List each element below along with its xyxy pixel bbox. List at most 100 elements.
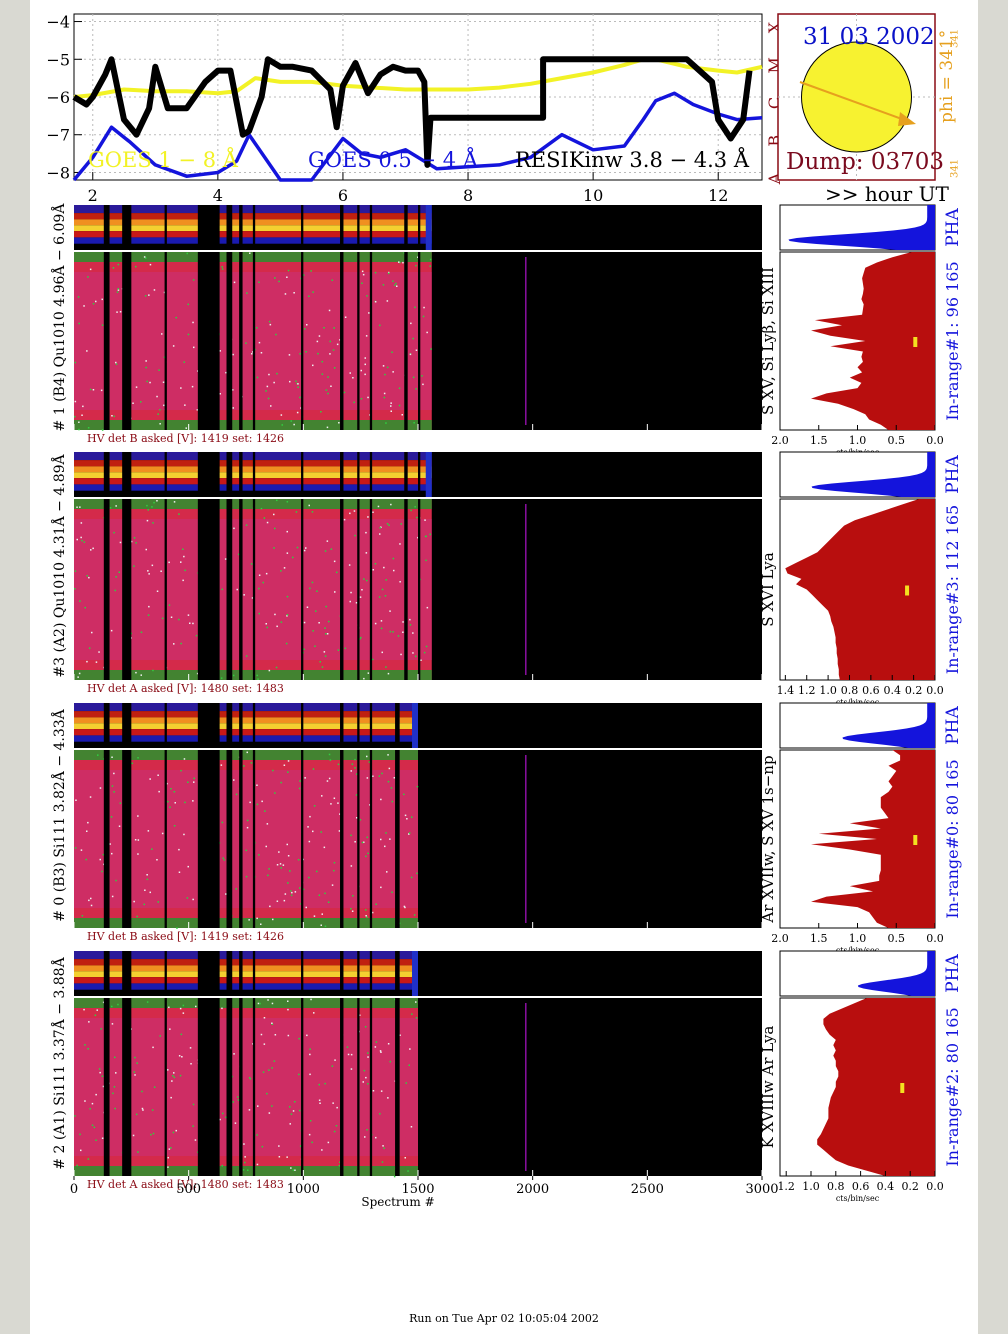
spectrum-speckle bbox=[119, 311, 122, 313]
spectrum-speckle bbox=[360, 636, 362, 639]
goes-xtick-label: 12 bbox=[708, 186, 728, 205]
spectrum-speckle bbox=[359, 596, 362, 598]
spectrum-speckle bbox=[192, 800, 194, 802]
spectrum-speckle bbox=[271, 1067, 273, 1069]
spectrum-speckle bbox=[391, 351, 393, 353]
spectrum-speckle bbox=[115, 879, 117, 882]
spectrum-speckle bbox=[223, 859, 226, 861]
spectrum-speckle bbox=[361, 841, 364, 844]
spectrum-speckle bbox=[88, 647, 91, 649]
spectrum-speckle bbox=[386, 871, 388, 873]
spectrum-speckle bbox=[160, 570, 162, 572]
spectrum-speckle bbox=[297, 383, 299, 385]
spectrum-speckle bbox=[158, 790, 160, 793]
spectrum-gap bbox=[418, 499, 421, 680]
profile-area bbox=[817, 998, 935, 1176]
spectrum-speckle bbox=[263, 1043, 266, 1045]
spectrum-speckle bbox=[352, 377, 354, 379]
pha-gap bbox=[122, 452, 132, 497]
profile-xtick-label: 1.0 bbox=[849, 434, 867, 447]
spectrum-speckle bbox=[183, 555, 185, 558]
spectrum-speckle bbox=[261, 1145, 264, 1148]
spectrum-speckle bbox=[403, 793, 405, 796]
spectrum-speckle bbox=[140, 631, 143, 633]
spectrum-speckle bbox=[265, 845, 267, 848]
spectrum-gap bbox=[164, 499, 167, 680]
spectrum-speckle bbox=[151, 564, 154, 567]
spectrum-speckle bbox=[273, 547, 275, 549]
spectrum-speckle bbox=[363, 1069, 366, 1072]
spectrum-speckle bbox=[193, 781, 195, 783]
spectrum-speckle bbox=[95, 1139, 97, 1141]
spectrum-gap bbox=[369, 499, 373, 680]
spectrum-speckle bbox=[192, 898, 194, 901]
spectrum-speckle bbox=[379, 527, 381, 529]
spectrum-speckle bbox=[280, 414, 283, 416]
spectrum-speckle bbox=[356, 773, 358, 775]
spectrum-speckle bbox=[101, 1075, 104, 1077]
spectrum-speckle bbox=[324, 892, 326, 895]
goes-series-line bbox=[72, 56, 753, 168]
spectrum-speckle bbox=[304, 328, 306, 330]
spectrum-speckle bbox=[256, 376, 259, 379]
spectrum-speckle bbox=[423, 306, 425, 309]
spectrum-speckle bbox=[309, 1048, 311, 1050]
pha-gap bbox=[395, 703, 400, 748]
spectrum-speckle bbox=[299, 887, 301, 889]
spectrum-speckle bbox=[234, 1122, 237, 1124]
spectrum-speckle bbox=[321, 1149, 323, 1151]
spectrum-speckle bbox=[323, 327, 325, 329]
spectrum-speckle bbox=[157, 901, 159, 903]
spectrum-speckle bbox=[333, 560, 336, 563]
spectrum-speckle bbox=[393, 1175, 396, 1178]
spectrum-speckle bbox=[169, 806, 171, 808]
spectrum-speckle bbox=[365, 915, 367, 917]
spectrum-speckle bbox=[366, 579, 368, 582]
spectrum-speckle bbox=[95, 300, 97, 303]
pha-gap bbox=[357, 951, 360, 996]
spectrum-speckle bbox=[132, 402, 134, 404]
spectrum-speckle bbox=[389, 610, 391, 612]
spectrum-speckle bbox=[383, 396, 386, 399]
spectrum-speckle bbox=[182, 1004, 185, 1007]
spectrum-speckle bbox=[410, 1126, 413, 1128]
spectrum-speckle bbox=[224, 558, 227, 560]
pha-gap bbox=[226, 951, 233, 996]
spectrum-speckle bbox=[375, 903, 377, 905]
spectrum-speckle bbox=[312, 630, 314, 632]
spectrum-speckle bbox=[77, 676, 79, 678]
spectrum-speckle bbox=[379, 1113, 381, 1115]
spectrum-speckle bbox=[257, 1002, 260, 1005]
spectrum-speckle bbox=[232, 674, 235, 677]
spectrum-speckle bbox=[146, 878, 149, 881]
profile-xtick-label: 0.4 bbox=[877, 1180, 895, 1193]
spectrum-speckle bbox=[259, 1002, 261, 1005]
spectrum-speckle bbox=[425, 535, 427, 538]
spectrum-speckle bbox=[222, 857, 224, 859]
spectrum-speckle bbox=[367, 1083, 369, 1085]
spectrum-gap bbox=[252, 252, 256, 430]
spectrum-speckle bbox=[289, 1106, 291, 1108]
pha-gap bbox=[164, 205, 167, 250]
spectrum-speckle bbox=[331, 1065, 334, 1067]
spectrum-speckle bbox=[74, 361, 77, 364]
spectrum-speckle bbox=[411, 816, 413, 818]
spectrum-speckle bbox=[184, 404, 186, 406]
spectrum-speckle bbox=[170, 1147, 172, 1149]
spectrum-speckle bbox=[144, 295, 147, 297]
spectrum-speckle bbox=[425, 559, 427, 562]
spectrum-speckle bbox=[249, 252, 251, 254]
pha-band bbox=[74, 711, 418, 718]
spectrum-speckle bbox=[404, 906, 406, 909]
spectrum-speckle bbox=[140, 674, 142, 676]
legend-goes-long: GOES 1 − 8 Å bbox=[88, 148, 238, 172]
spectrum-speckle bbox=[347, 1053, 350, 1056]
spectrum-speckle bbox=[324, 655, 327, 657]
spectrum-speckle bbox=[316, 590, 318, 592]
pha-gap bbox=[164, 452, 167, 497]
spectrum-speckle bbox=[74, 588, 76, 590]
spectrum-speckle bbox=[76, 506, 78, 508]
spectrum-speckle bbox=[111, 756, 113, 758]
spectrum-speckle bbox=[309, 1073, 311, 1076]
spectrum-speckle bbox=[173, 825, 176, 827]
